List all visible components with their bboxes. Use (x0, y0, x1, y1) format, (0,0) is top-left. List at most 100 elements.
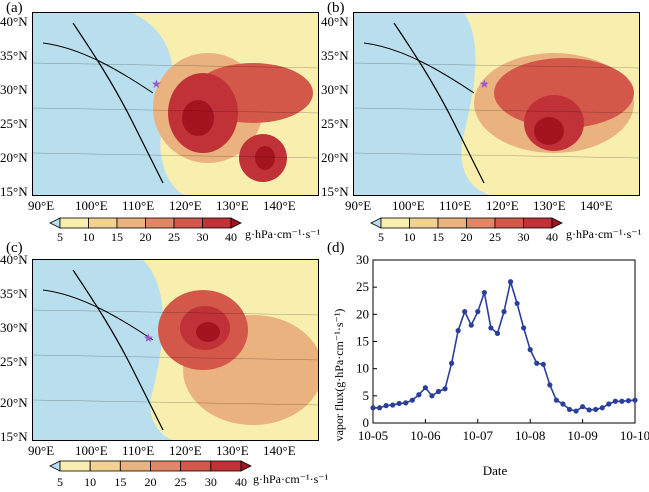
colorbar-tick-label: 30 (518, 230, 530, 242)
data-point (488, 325, 494, 331)
colorbar-c: 510152025304050 (48, 460, 277, 489)
lat-tick: 35°N (321, 48, 349, 63)
data-point (521, 325, 527, 331)
lat-tick: 35°N (0, 286, 28, 301)
data-point (534, 360, 540, 366)
panel-d: (d) 0 5 10 15 20 25 30 10-05 10-06 10-07 10-08 10-0… (325, 240, 649, 490)
map-b-svg: ★ (354, 13, 639, 195)
y-tick-label: 5 (363, 388, 370, 403)
x-tick-label: 10-06 (410, 428, 441, 443)
svg-text:★: ★ (479, 77, 490, 91)
lon-tick: 100°E (392, 198, 425, 213)
data-point (573, 408, 579, 414)
colorbar-tick-label: 30 (205, 475, 217, 487)
y-tick-label: 30 (356, 252, 369, 267)
colorbar-tick-label: 20 (145, 475, 157, 487)
panel-a: (a) ★ 40°N 35°N 30°N 25°N 20°N 15°N 90°E… (0, 0, 325, 245)
colorbar-segment (380, 217, 410, 229)
panel-c: (c) ★ 40°N 35°N 30°N 25°N 20°N 15°N 90°E… (0, 240, 329, 490)
data-point (612, 398, 618, 404)
map-b: ★ (353, 12, 640, 196)
data-point (396, 400, 402, 407)
lon-tick: 120°E (486, 198, 519, 213)
colorbar-unit-a: g·hPa·cm⁻¹·s⁻¹ (245, 227, 321, 241)
data-point (527, 347, 533, 353)
lat-tick: 30°N (0, 320, 28, 335)
data-point (422, 385, 428, 391)
lon-tick: 130°E (216, 443, 249, 458)
lon-tick: 90°E (345, 198, 372, 213)
data-point (560, 401, 566, 407)
data-point (566, 406, 573, 413)
colorbar-a: 510152025304050 (48, 217, 266, 244)
colorbar-segment (88, 217, 118, 229)
lon-tick: 130°E (216, 198, 249, 213)
lon-tick: 110°E (439, 198, 472, 213)
colorbar-tick-label: 20 (461, 230, 473, 242)
panel-label-a: (a) (6, 0, 23, 16)
map-a-svg: ★ (33, 13, 318, 195)
colorbar-segment (523, 217, 553, 229)
colorbar-min-extend (49, 217, 61, 229)
data-point (580, 404, 586, 410)
lat-tick: 25°N (0, 116, 28, 131)
colorbar-segment (145, 217, 175, 229)
data-point (429, 393, 435, 399)
vapor-flux-chart: 0 5 10 15 20 25 30 10-05 10-06 10-07 10-08 10-09 10-… (332, 252, 649, 478)
colorbar-tick-label: 25 (175, 475, 187, 487)
lat-tick: 20°N (0, 150, 28, 165)
lat-tick: 30°N (321, 82, 349, 97)
colorbar-tick-label: 30 (197, 230, 209, 242)
colorbar-tick-label: 40 (225, 230, 237, 242)
colorbar-tick-label: 15 (111, 230, 123, 242)
lat-tick: 35°N (0, 48, 28, 63)
colorbar-tick-label: 5 (57, 230, 63, 242)
x-tick-label: 10-07 (463, 428, 494, 443)
y-tick-label: 20 (356, 306, 369, 321)
x-tick-label: 10-10 (620, 428, 649, 443)
data-point (409, 397, 415, 403)
vapor-flux-series-line (373, 278, 636, 412)
lon-tick: 90°E (28, 443, 55, 458)
data-point (625, 398, 632, 404)
data-point (481, 290, 487, 296)
lon-tick: 90°E (28, 198, 55, 213)
colorbar-segment (202, 217, 232, 229)
colorbar-tick-label: 10 (84, 475, 96, 487)
data-point (390, 402, 396, 408)
colorbar-tick-label: 40 (546, 230, 558, 242)
colorbar-unit-c: g·hPa·cm⁻¹·s⁻¹ (253, 472, 329, 486)
lat-tick: 40°N (321, 14, 349, 29)
map-c-svg: ★ (33, 260, 318, 440)
colorbar-segment (180, 460, 212, 472)
colorbar-svg: 510152025304050 (49, 460, 277, 489)
lon-tick: 110°E (122, 198, 155, 213)
data-point (632, 397, 638, 403)
data-point (547, 382, 553, 388)
colorbar-segment (89, 460, 121, 472)
colorbar-svg: 510152025304050 (49, 217, 266, 244)
lon-tick: 120°E (169, 443, 202, 458)
lat-tick: 30°N (0, 82, 28, 97)
colorbar-segment (466, 217, 496, 229)
data-point (376, 405, 383, 411)
colorbar-max-extend (230, 217, 242, 229)
data-point (435, 388, 442, 395)
colorbar-max-extend (551, 217, 563, 229)
colorbar-tick-label: 15 (432, 230, 444, 242)
colorbar-tick-label: 25 (489, 230, 501, 242)
data-point (553, 397, 559, 403)
data-point (370, 405, 376, 411)
colorbar-b: 510152025304050 (369, 217, 587, 244)
panel-label-c: (c) (6, 240, 23, 256)
y-tick-label: 25 (356, 279, 369, 294)
data-point (462, 309, 468, 315)
colorbar-segment (119, 460, 151, 472)
data-point (442, 386, 448, 392)
data-point (475, 309, 481, 315)
lat-tick: 20°N (321, 150, 349, 165)
lon-tick: 100°E (75, 198, 108, 213)
colorbar-segment (116, 217, 146, 229)
y-tick-label: 15 (356, 334, 369, 349)
data-point (593, 406, 599, 413)
